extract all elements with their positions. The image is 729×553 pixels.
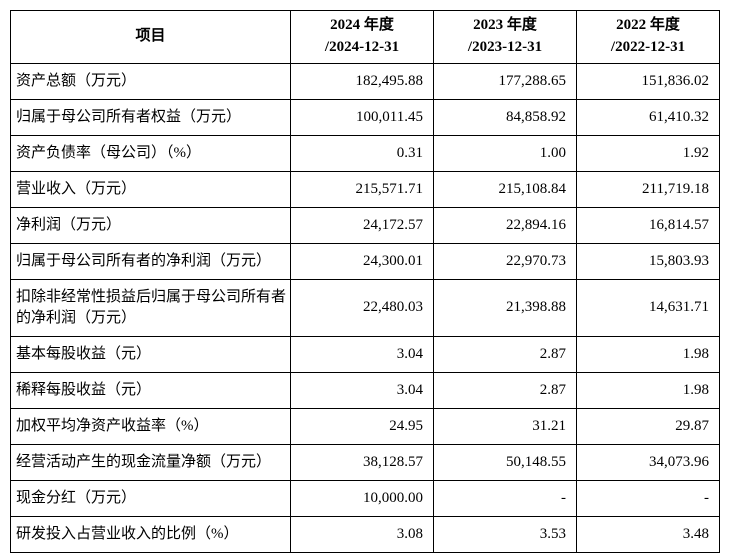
cell-2023: 2.87 <box>433 335 577 373</box>
table-header-row: 项目 2024 年度 /2024-12-31 2023 年度 /2023-12-… <box>10 10 720 64</box>
table-row: 归属于母公司所有者的净利润（万元） 24,300.01 22,970.73 15… <box>10 242 720 280</box>
row-label: 经营活动产生的现金流量净额（万元） <box>10 443 291 481</box>
cell-2023: - <box>433 479 577 517</box>
cell-2022: 151,836.02 <box>576 62 720 100</box>
cell-2022: 61,410.32 <box>576 98 720 136</box>
table-row: 净利润（万元） 24,172.57 22,894.16 16,814.57 <box>10 206 720 244</box>
cell-2022: 1.98 <box>576 335 720 373</box>
cell-2023: 177,288.65 <box>433 62 577 100</box>
row-label: 资产负债率（母公司）（%） <box>10 134 291 172</box>
row-label: 归属于母公司所有者权益（万元） <box>10 98 291 136</box>
cell-2022: 29.87 <box>576 407 720 445</box>
cell-2022: 3.48 <box>576 515 720 553</box>
cell-2022: 1.98 <box>576 371 720 409</box>
cell-2022: 34,073.96 <box>576 443 720 481</box>
table-row: 研发投入占营业收入的比例（%） 3.08 3.53 3.48 <box>10 515 720 553</box>
cell-2023: 22,970.73 <box>433 242 577 280</box>
cell-2022: - <box>576 479 720 517</box>
header-2024: 2024 年度 /2024-12-31 <box>290 10 434 64</box>
cell-2024: 10,000.00 <box>290 479 434 517</box>
cell-2022: 16,814.57 <box>576 206 720 244</box>
header-2023: 2023 年度 /2023-12-31 <box>433 10 577 64</box>
table-body: 资产总额（万元） 182,495.88 177,288.65 151,836.0… <box>10 62 720 553</box>
row-label: 营业收入（万元） <box>10 170 291 208</box>
table-row: 资产负债率（母公司）（%） 0.31 1.00 1.92 <box>10 134 720 172</box>
cell-2024: 3.04 <box>290 335 434 373</box>
row-label: 扣除非经常性损益后归属于母公司所有者的净利润（万元） <box>10 278 291 337</box>
table-row: 归属于母公司所有者权益（万元） 100,011.45 84,858.92 61,… <box>10 98 720 136</box>
cell-2023: 3.53 <box>433 515 577 553</box>
row-label: 稀释每股收益（元） <box>10 371 291 409</box>
cell-2024: 182,495.88 <box>290 62 434 100</box>
cell-2023: 31.21 <box>433 407 577 445</box>
cell-2024: 22,480.03 <box>290 278 434 337</box>
cell-2024: 100,011.45 <box>290 98 434 136</box>
cell-2023: 2.87 <box>433 371 577 409</box>
cell-2023: 22,894.16 <box>433 206 577 244</box>
table-row: 稀释每股收益（元） 3.04 2.87 1.98 <box>10 371 720 409</box>
table-row: 加权平均净资产收益率（%） 24.95 31.21 29.87 <box>10 407 720 445</box>
table-row: 基本每股收益（元） 3.04 2.87 1.98 <box>10 335 720 373</box>
row-label: 加权平均净资产收益率（%） <box>10 407 291 445</box>
cell-2023: 84,858.92 <box>433 98 577 136</box>
row-label: 归属于母公司所有者的净利润（万元） <box>10 242 291 280</box>
cell-2023: 215,108.84 <box>433 170 577 208</box>
table-row: 扣除非经常性损益后归属于母公司所有者的净利润（万元） 22,480.03 21,… <box>10 278 720 337</box>
cell-2024: 24.95 <box>290 407 434 445</box>
cell-2024: 3.08 <box>290 515 434 553</box>
cell-2024: 0.31 <box>290 134 434 172</box>
cell-2022: 1.92 <box>576 134 720 172</box>
cell-2023: 1.00 <box>433 134 577 172</box>
header-item: 项目 <box>10 10 291 64</box>
cell-2024: 24,172.57 <box>290 206 434 244</box>
cell-2024: 215,571.71 <box>290 170 434 208</box>
table-row: 经营活动产生的现金流量净额（万元） 38,128.57 50,148.55 34… <box>10 443 720 481</box>
row-label: 净利润（万元） <box>10 206 291 244</box>
cell-2024: 38,128.57 <box>290 443 434 481</box>
cell-2022: 14,631.71 <box>576 278 720 337</box>
financial-summary-table: 项目 2024 年度 /2024-12-31 2023 年度 /2023-12-… <box>10 10 720 553</box>
header-2022: 2022 年度 /2022-12-31 <box>576 10 720 64</box>
row-label: 基本每股收益（元） <box>10 335 291 373</box>
row-label: 研发投入占营业收入的比例（%） <box>10 515 291 553</box>
cell-2024: 3.04 <box>290 371 434 409</box>
cell-2022: 211,719.18 <box>576 170 720 208</box>
table-row: 资产总额（万元） 182,495.88 177,288.65 151,836.0… <box>10 62 720 100</box>
row-label: 现金分红（万元） <box>10 479 291 517</box>
table-row: 现金分红（万元） 10,000.00 - - <box>10 479 720 517</box>
cell-2023: 50,148.55 <box>433 443 577 481</box>
cell-2023: 21,398.88 <box>433 278 577 337</box>
cell-2022: 15,803.93 <box>576 242 720 280</box>
cell-2024: 24,300.01 <box>290 242 434 280</box>
row-label: 资产总额（万元） <box>10 62 291 100</box>
table-row: 营业收入（万元） 215,571.71 215,108.84 211,719.1… <box>10 170 720 208</box>
